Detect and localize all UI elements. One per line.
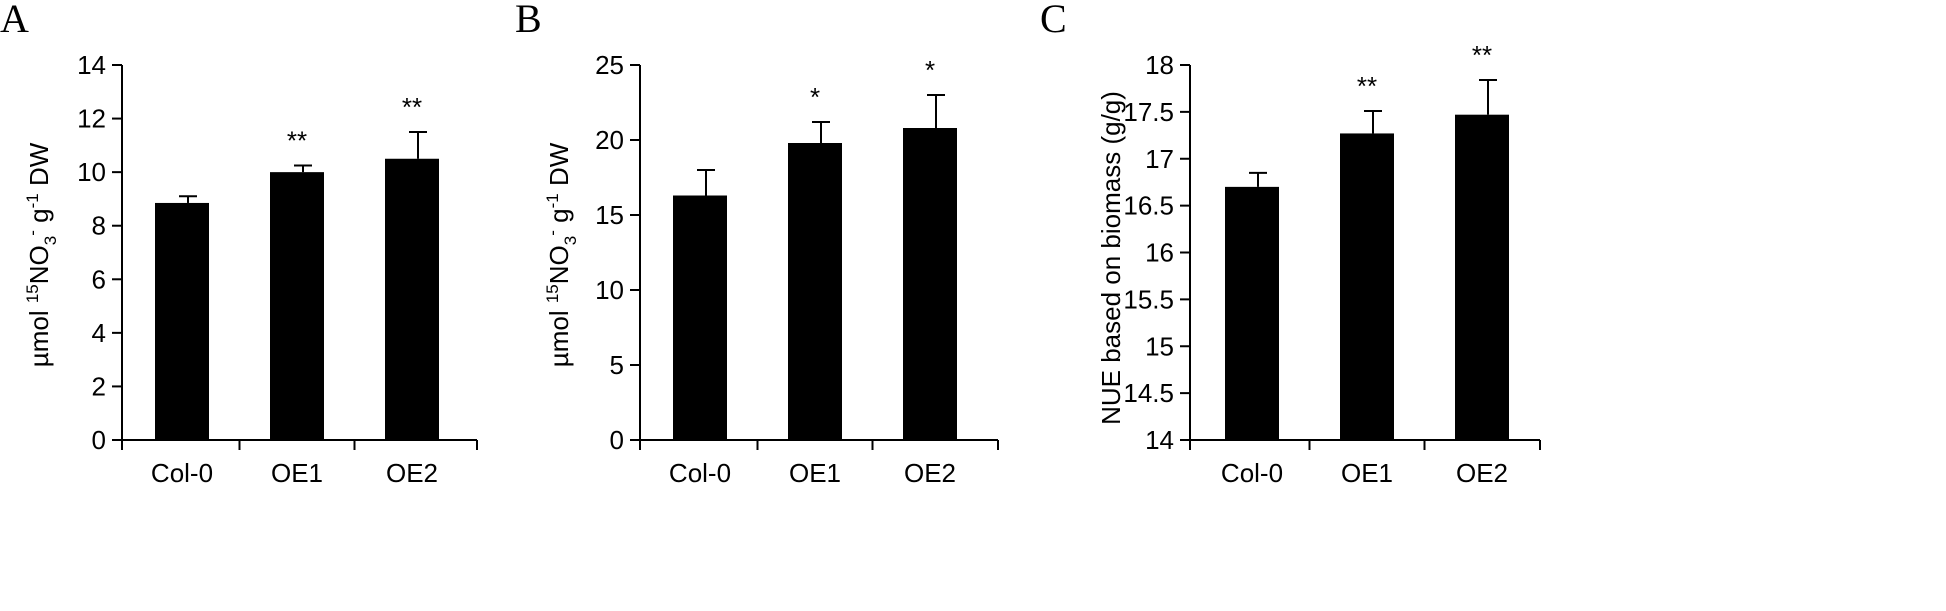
panel-b: B 0 5 10 15 20 25 Col-0 OE1 * OE2 * µmol 15NO3- g-1 … bbox=[515, 0, 999, 488]
bar-oe2 bbox=[1455, 114, 1509, 440]
bar-col-0 bbox=[155, 202, 209, 440]
y-tick-label: 15 bbox=[1145, 331, 1174, 361]
y-tick-label: 6 bbox=[92, 264, 106, 294]
bar-oe1 bbox=[1340, 133, 1394, 440]
x-tick-label: Col-0 bbox=[669, 458, 731, 488]
y-axis-label-part: DW bbox=[24, 142, 54, 193]
significance-marker: ** bbox=[1472, 40, 1492, 70]
significance-marker: ** bbox=[287, 125, 307, 155]
y-tick-label: 17 bbox=[1145, 144, 1174, 174]
y-axis-label: NUE based on biomass (g/g) bbox=[1096, 91, 1126, 425]
y-axis-label-part: µmol bbox=[24, 303, 54, 367]
y-tick-label: 12 bbox=[77, 104, 106, 134]
y-tick-label: 10 bbox=[77, 157, 106, 187]
y-axis-label-part: 15 bbox=[543, 284, 562, 303]
y-tick-label: 0 bbox=[610, 425, 624, 455]
panel-letter: A bbox=[0, 0, 29, 41]
y-axis-label-part: 3 bbox=[41, 236, 60, 245]
panel-c: C 14 14.5 15 15.5 16 16.5 17 17.5 18 Col-0 OE1 ** OE2… bbox=[1040, 0, 1541, 488]
panel-letter: C bbox=[1040, 0, 1067, 41]
y-tick-label: 14.5 bbox=[1123, 378, 1174, 408]
significance-marker: ** bbox=[402, 92, 422, 122]
y-axis-label: µmol 15NO3- g-1 DW bbox=[23, 142, 60, 367]
y-tick-label: 2 bbox=[92, 371, 106, 401]
y-tick-label: 18 bbox=[1145, 50, 1174, 80]
y-axis-label-part: DW bbox=[544, 142, 574, 193]
x-tick-label: OE1 bbox=[789, 458, 841, 488]
y-tick-label: 15 bbox=[595, 200, 624, 230]
y-axis-label-part: µmol bbox=[544, 303, 574, 367]
x-tick-label: Col-0 bbox=[1221, 458, 1283, 488]
y-axis-label-part: NO bbox=[24, 245, 54, 284]
bar-col-0 bbox=[1225, 186, 1279, 440]
y-tick-label: 16 bbox=[1145, 238, 1174, 268]
x-tick-label: OE1 bbox=[271, 458, 323, 488]
bar-col-0 bbox=[673, 195, 727, 440]
x-tick-label: OE2 bbox=[1456, 458, 1508, 488]
x-tick-label: OE1 bbox=[1341, 458, 1393, 488]
y-axis-label-part: g bbox=[24, 208, 54, 230]
y-tick-label: 20 bbox=[595, 125, 624, 155]
y-axis-label-part: - bbox=[543, 230, 562, 236]
y-axis-label-part: 15 bbox=[23, 284, 42, 303]
y-tick-label: 10 bbox=[595, 275, 624, 305]
y-axis-label-part: -1 bbox=[23, 193, 42, 208]
bar-oe1 bbox=[788, 143, 842, 440]
y-tick-label: 14 bbox=[1145, 425, 1174, 455]
y-axis-label: µmol 15NO3- g-1 DW bbox=[543, 142, 580, 367]
x-tick-label: Col-0 bbox=[151, 458, 213, 488]
bar-oe2 bbox=[385, 158, 439, 440]
x-tick-label: OE2 bbox=[386, 458, 438, 488]
significance-marker: * bbox=[925, 55, 935, 85]
y-axis-label-part: g bbox=[544, 208, 574, 230]
y-tick-label: 0 bbox=[92, 425, 106, 455]
y-tick-label: 17.5 bbox=[1123, 97, 1174, 127]
y-tick-label: 15.5 bbox=[1123, 284, 1174, 314]
x-tick-label: OE2 bbox=[904, 458, 956, 488]
y-axis-label-part: - bbox=[23, 230, 42, 236]
y-tick-label: 4 bbox=[92, 318, 106, 348]
y-tick-label: 25 bbox=[595, 50, 624, 80]
bar-oe1 bbox=[270, 172, 324, 440]
significance-marker: * bbox=[810, 82, 820, 112]
y-tick-label: 16.5 bbox=[1123, 191, 1174, 221]
y-axis-label-part: NO bbox=[544, 245, 574, 284]
significance-marker: ** bbox=[1357, 71, 1377, 101]
bar-oe2 bbox=[903, 128, 957, 440]
y-axis-label-part: -1 bbox=[543, 193, 562, 208]
panel-letter: B bbox=[515, 0, 542, 41]
panel-a: A 0 2 4 6 8 10 12 14 Col-0 OE1 ** OE2 ** µmol 15NO3- g… bbox=[0, 0, 478, 488]
y-axis-label-part: 3 bbox=[561, 236, 580, 245]
y-tick-label: 14 bbox=[77, 50, 106, 80]
y-tick-label: 5 bbox=[610, 350, 624, 380]
y-tick-label: 8 bbox=[92, 211, 106, 241]
